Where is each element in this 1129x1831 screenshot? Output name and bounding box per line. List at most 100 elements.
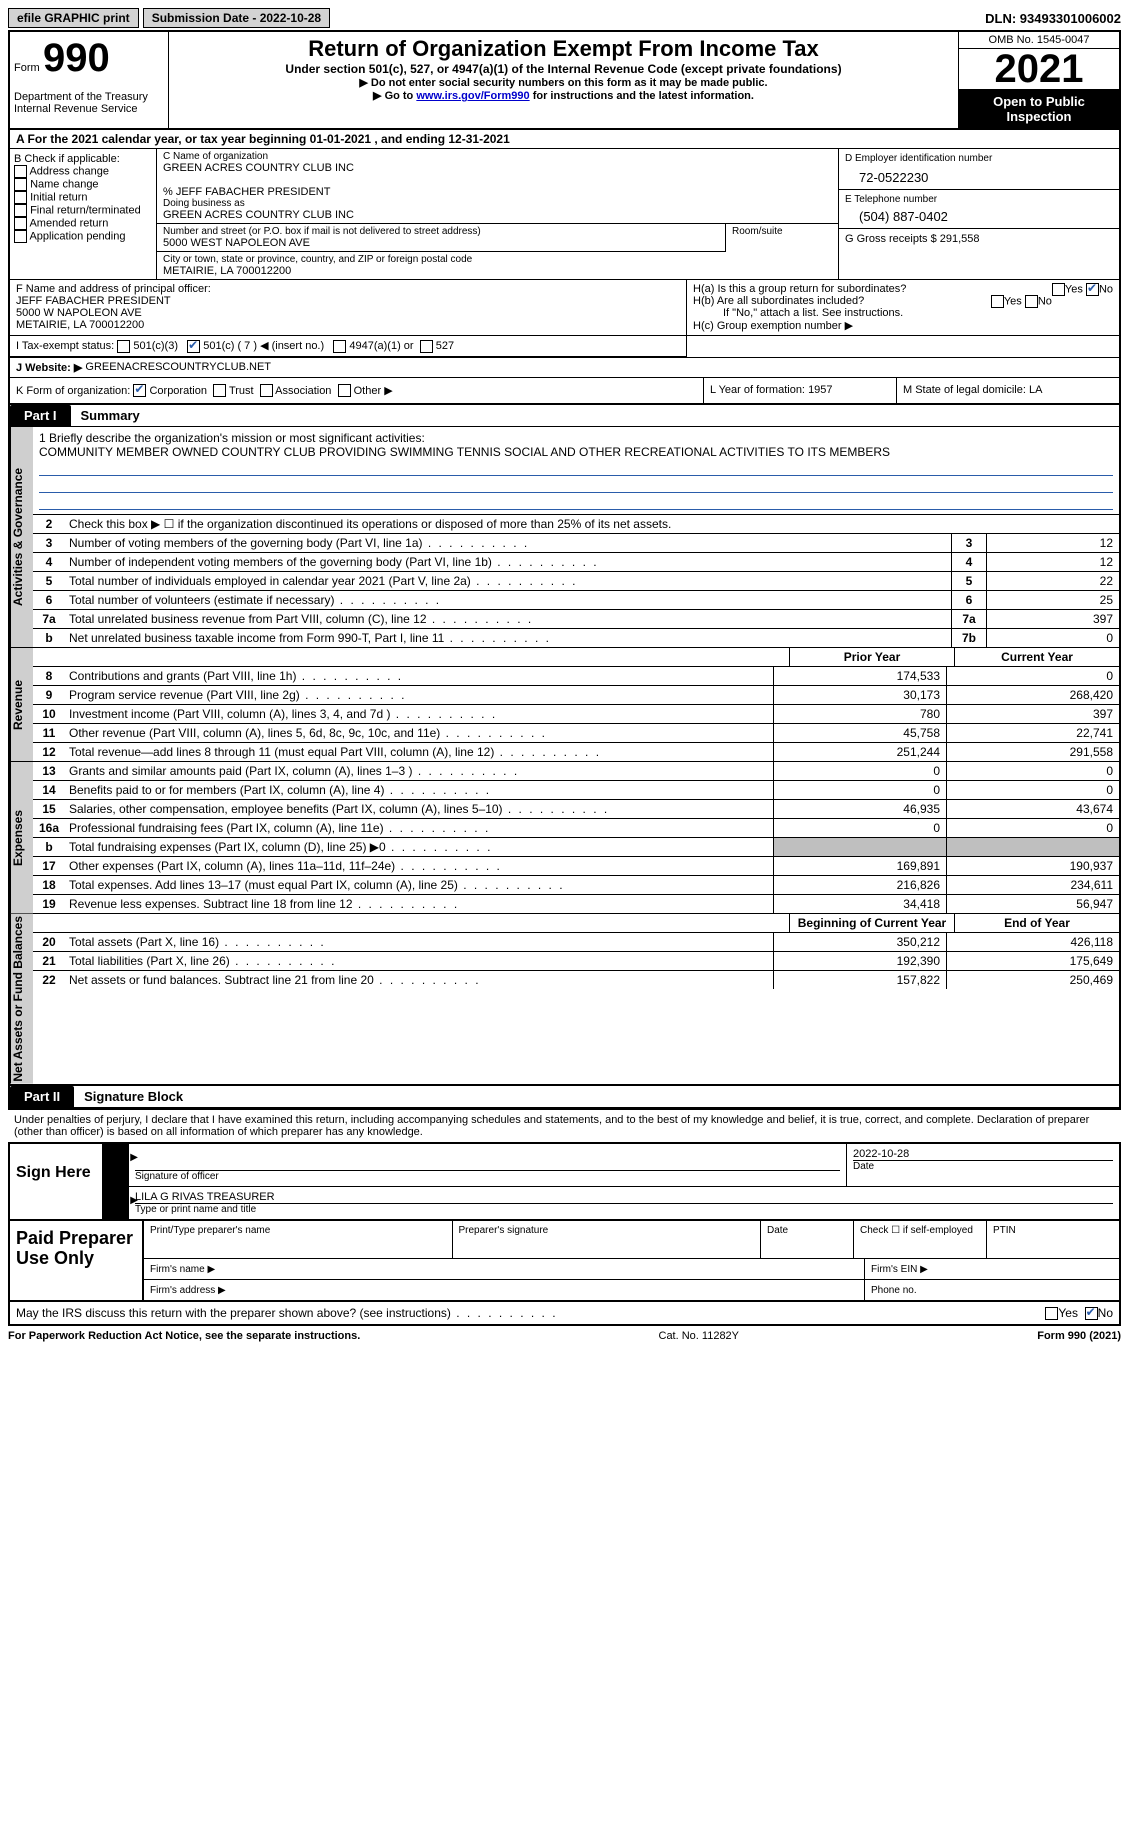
check-527[interactable] bbox=[420, 340, 433, 353]
sig-officer-label: Signature of officer bbox=[135, 1170, 840, 1182]
no-label: No bbox=[1099, 283, 1113, 295]
discuss-no[interactable] bbox=[1085, 1307, 1098, 1320]
check-501c[interactable] bbox=[187, 340, 200, 353]
column-c: C Name of organization GREEN ACRES COUNT… bbox=[157, 149, 838, 279]
governance-section: Activities & Governance 1 Briefly descri… bbox=[10, 427, 1119, 648]
row-m: M State of legal domicile: LA bbox=[896, 378, 1119, 404]
col-b-label: B Check if applicable: bbox=[14, 153, 152, 165]
dln-text: DLN: 93493301006002 bbox=[985, 11, 1121, 26]
check-name-change[interactable] bbox=[14, 178, 27, 191]
officer-addr2: METAIRIE, LA 700012200 bbox=[16, 319, 680, 331]
check-other[interactable] bbox=[338, 384, 351, 397]
column-b: B Check if applicable: Address change Na… bbox=[10, 149, 157, 279]
current-value: 43,674 bbox=[946, 800, 1119, 818]
officer-addr1: 5000 W NAPOLEON AVE bbox=[16, 307, 680, 319]
check-initial-return[interactable] bbox=[14, 191, 27, 204]
city-state-zip: METAIRIE, LA 700012200 bbox=[163, 265, 832, 277]
current-value: 175,649 bbox=[946, 952, 1119, 970]
submission-date-button[interactable]: Submission Date - 2022-10-28 bbox=[143, 8, 330, 28]
efile-print-button[interactable]: efile GRAPHIC print bbox=[8, 8, 139, 28]
mission-label: 1 Briefly describe the organization's mi… bbox=[39, 431, 1113, 445]
row-f-label: F Name and address of principal officer: bbox=[16, 283, 680, 295]
part-ii-title: Signature Block bbox=[74, 1089, 183, 1104]
mission-text: COMMUNITY MEMBER OWNED COUNTRY CLUB PROV… bbox=[39, 445, 1113, 459]
discuss-yes[interactable] bbox=[1045, 1307, 1058, 1320]
check-address-change[interactable] bbox=[14, 165, 27, 178]
check-amended-return[interactable] bbox=[14, 217, 27, 230]
line-text: Net assets or fund balances. Subtract li… bbox=[65, 971, 773, 989]
discuss-row: May the IRS discuss this return with the… bbox=[8, 1302, 1121, 1324]
page-footer: For Paperwork Reduction Act Notice, see … bbox=[8, 1324, 1121, 1346]
line-text: Grants and similar amounts paid (Part IX… bbox=[65, 762, 773, 780]
city-label: City or town, state or province, country… bbox=[163, 254, 832, 265]
check-application-pending[interactable] bbox=[14, 230, 27, 243]
check-final-return[interactable] bbox=[14, 204, 27, 217]
ha-label: H(a) Is this a group return for subordin… bbox=[693, 283, 906, 295]
room-label: Room/suite bbox=[732, 226, 832, 237]
line-value: 25 bbox=[986, 591, 1119, 609]
prior-value: 350,212 bbox=[773, 933, 946, 951]
line-box: 3 bbox=[951, 534, 986, 552]
ha-yes[interactable] bbox=[1052, 283, 1065, 296]
note-post: for instructions and the latest informat… bbox=[530, 90, 754, 102]
current-value: 268,420 bbox=[946, 686, 1119, 704]
open-inspection: Open to Public Inspection bbox=[959, 90, 1119, 128]
line-13: 13 Grants and similar amounts paid (Part… bbox=[33, 762, 1119, 781]
header-right: OMB No. 1545-0047 2021 Open to Public In… bbox=[958, 32, 1119, 128]
cb-label: Amended return bbox=[29, 217, 108, 229]
sign-date-value: 2022-10-28 bbox=[853, 1148, 1113, 1160]
current-value: 291,558 bbox=[946, 743, 1119, 761]
line-text: Program service revenue (Part VIII, line… bbox=[65, 686, 773, 704]
gross-value: 291,558 bbox=[940, 233, 980, 245]
vtab-revenue: Revenue bbox=[10, 648, 33, 761]
check-501c3[interactable] bbox=[117, 340, 130, 353]
line-2: 2 Check this box ▶ ☐ if the organization… bbox=[33, 515, 1119, 534]
care-of: % JEFF FABACHER PRESIDENT bbox=[163, 186, 832, 198]
line-text: Total unrelated business revenue from Pa… bbox=[65, 610, 951, 628]
opt-corp: Corporation bbox=[149, 385, 206, 397]
column-d: D Employer identification number 72-0522… bbox=[838, 149, 1119, 279]
check-trust[interactable] bbox=[213, 384, 226, 397]
line-box: 4 bbox=[951, 553, 986, 571]
current-value: 250,469 bbox=[946, 971, 1119, 989]
line-text: Number of independent voting members of … bbox=[65, 553, 951, 571]
yes-label: Yes bbox=[1004, 295, 1022, 307]
form-subtitle: Under section 501(c), 527, or 4947(a)(1)… bbox=[173, 62, 954, 76]
ha-no[interactable] bbox=[1086, 283, 1099, 296]
row-f-h: F Name and address of principal officer:… bbox=[8, 280, 1121, 336]
line-21: 21 Total liabilities (Part X, line 26) 1… bbox=[33, 952, 1119, 971]
prior-value: 30,173 bbox=[773, 686, 946, 704]
signature-declaration: Under penalties of perjury, I declare th… bbox=[8, 1108, 1121, 1142]
prior-value: 34,418 bbox=[773, 895, 946, 913]
line-b: b Total fundraising expenses (Part IX, c… bbox=[33, 838, 1119, 857]
row-klm: K Form of organization: Corporation Trus… bbox=[8, 378, 1121, 406]
line-12: 12 Total revenue—add lines 8 through 11 … bbox=[33, 743, 1119, 761]
irs-link[interactable]: www.irs.gov/Form990 bbox=[416, 90, 529, 102]
part-i-header: Part I Summary bbox=[10, 405, 1119, 427]
section-h: H(a) Is this a group return for subordin… bbox=[686, 280, 1119, 335]
line-11: 11 Other revenue (Part VIII, column (A),… bbox=[33, 724, 1119, 743]
line-box: 7b bbox=[951, 629, 986, 647]
line-text: Revenue less expenses. Subtract line 18 … bbox=[65, 895, 773, 913]
line-15: 15 Salaries, other compensation, employe… bbox=[33, 800, 1119, 819]
part-i-title: Summary bbox=[71, 408, 140, 423]
check-corp[interactable] bbox=[133, 384, 146, 397]
hb-yes[interactable] bbox=[991, 295, 1004, 308]
check-4947[interactable] bbox=[333, 340, 346, 353]
cb-label: Initial return bbox=[30, 191, 87, 203]
form-header: Form 990 Department of the Treasury Inte… bbox=[8, 30, 1121, 130]
yes-label: Yes bbox=[1065, 283, 1083, 295]
firm-addr-label: Firm's address ▶ bbox=[150, 1285, 226, 1296]
prior-value: 46,935 bbox=[773, 800, 946, 818]
hb-no[interactable] bbox=[1025, 295, 1038, 308]
check-assoc[interactable] bbox=[260, 384, 273, 397]
line-5: 5 Total number of individuals employed i… bbox=[33, 572, 1119, 591]
line-7a: 7a Total unrelated business revenue from… bbox=[33, 610, 1119, 629]
revenue-header-row: Prior Year Current Year bbox=[33, 648, 1119, 667]
current-value: 397 bbox=[946, 705, 1119, 723]
opt-4947: 4947(a)(1) or bbox=[349, 340, 413, 352]
arrow-icon bbox=[104, 1187, 129, 1219]
dba-label: Doing business as bbox=[163, 198, 832, 209]
phone-label: E Telephone number bbox=[845, 194, 1113, 205]
firm-name-label: Firm's name ▶ bbox=[150, 1264, 215, 1275]
